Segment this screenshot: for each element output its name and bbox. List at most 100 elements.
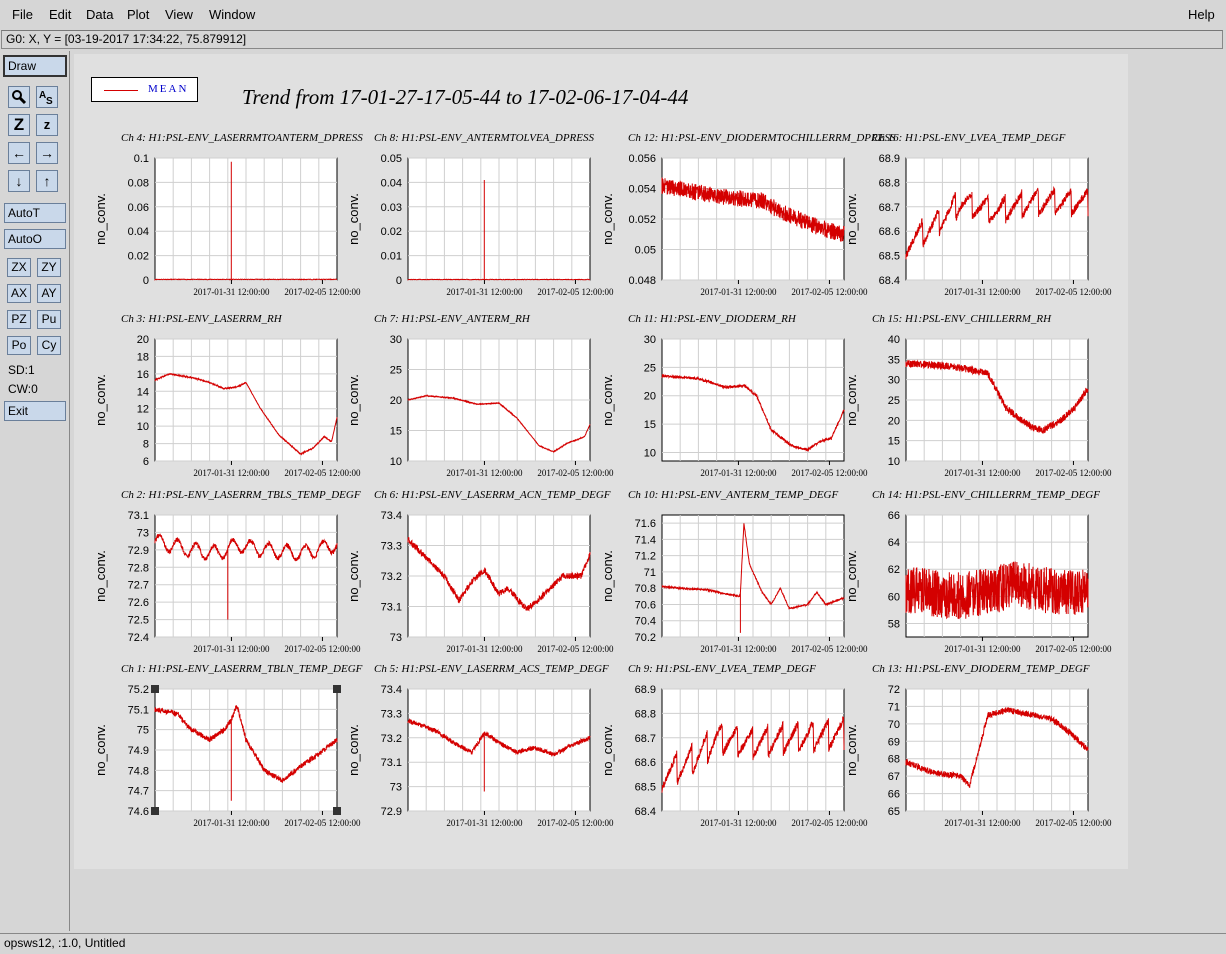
y-tick-label: 0.08 xyxy=(128,177,149,189)
menu-edit[interactable]: Edit xyxy=(49,7,72,22)
y-tick-label: 30 xyxy=(888,375,900,387)
x-tick-label: 2017-02-05 12:00:00 xyxy=(1035,468,1112,478)
y-tick-label: 71 xyxy=(888,701,900,713)
series-line xyxy=(905,359,1089,434)
y-tick-label: 0.01 xyxy=(381,251,402,263)
po-button[interactable]: Po xyxy=(7,336,31,355)
autot-button[interactable]: AutoT xyxy=(4,203,66,223)
chart-plot: 0 0.02 0.04 0.06 0.08 0.1 no_conv. 2017-01-31 1… xyxy=(93,153,361,297)
menu-window[interactable]: Window xyxy=(209,7,256,22)
zoom-z-small-icon: z xyxy=(43,117,51,132)
chart-plot: 0.048 0.05 0.052 0.054 0.056 no_conv. 2017-01-… xyxy=(600,153,868,297)
menu-data[interactable]: Data xyxy=(86,7,114,22)
legend: MEAN xyxy=(91,77,198,102)
x-tick-label: 2017-01-31 12:00:00 xyxy=(944,287,1021,297)
y-tick-label: 68.7 xyxy=(879,202,900,214)
y-tick-label: 68.6 xyxy=(635,757,656,769)
magnifier-icon xyxy=(12,90,27,105)
pan-up-button[interactable]: ↑ xyxy=(36,170,58,192)
chart-title: Ch 12: H1:PSL-ENV_DIODERMTOCHILLERRM_DPR… xyxy=(628,132,896,144)
y-tick-label: 71 xyxy=(644,567,656,579)
y-tick-label: 74.7 xyxy=(128,786,149,798)
y-tick-label: 15 xyxy=(888,436,900,448)
exit-button[interactable]: Exit xyxy=(4,401,66,421)
chart-plot: 58 60 62 64 66 no_conv. 2017-01-31 12:00:00 201… xyxy=(844,510,1112,654)
y-tick-label: 70.4 xyxy=(635,616,656,628)
x-tick-label: 2017-01-31 12:00:00 xyxy=(700,287,777,297)
x-tick-label: 2017-02-05 12:00:00 xyxy=(791,818,868,828)
autoo-button[interactable]: AutoO xyxy=(4,229,66,249)
chart-plot: 72.9 73 73.1 73.2 73.3 73.4 no_conv. 2017-01-31… xyxy=(346,684,614,828)
x-tick-label: 2017-02-05 12:00:00 xyxy=(284,287,361,297)
y-tick-label: 10 xyxy=(644,447,656,459)
series-line xyxy=(154,705,338,801)
selection-handle xyxy=(151,807,159,815)
cy-button[interactable]: Cy xyxy=(37,336,61,355)
y-tick-label: 14 xyxy=(137,386,149,398)
y-tick-label: 10 xyxy=(137,421,149,433)
chart-plot: 74.6 74.7 74.8 74.9 75 75.1 75.2 no_conv. 2017-0… xyxy=(93,684,361,828)
zoom-out-small-button[interactable]: z xyxy=(36,114,58,136)
chart-title: Ch 6: H1:PSL-ENV_LASERRM_ACN_TEMP_DEGF xyxy=(374,489,611,501)
x-tick-label: 2017-01-31 12:00:00 xyxy=(446,468,523,478)
zoom-tool-button[interactable] xyxy=(8,86,30,108)
y-tick-label: 0.054 xyxy=(628,184,656,196)
draw-button[interactable]: Draw xyxy=(3,55,67,77)
arrow-left-icon: ← xyxy=(12,145,26,161)
y-tick-label: 0.056 xyxy=(628,153,656,165)
selection-handle xyxy=(333,807,341,815)
pan-down-button[interactable]: ↓ xyxy=(8,170,30,192)
chart-title: Ch 5: H1:PSL-ENV_LASERRM_ACS_TEMP_DEGF xyxy=(374,663,609,675)
ax-button[interactable]: AX xyxy=(7,284,31,303)
y-tick-label: 30 xyxy=(644,334,656,346)
y-tick-label: 72.5 xyxy=(128,615,149,627)
menu-view[interactable]: View xyxy=(165,7,193,22)
chart-plot: 10 15 20 25 30 no_conv. 2017-01-31 12:00:00 201… xyxy=(600,334,868,478)
chart-title: Ch 11: H1:PSL-ENV_DIODERM_RH xyxy=(628,313,796,325)
y-tick-label: 73 xyxy=(390,782,402,794)
x-tick-label: 2017-01-31 12:00:00 xyxy=(944,818,1021,828)
y-tick-label: 18 xyxy=(137,351,149,363)
y-tick-label: 73 xyxy=(137,527,149,539)
menu-file[interactable]: File xyxy=(12,7,33,22)
x-tick-label: 2017-02-05 12:00:00 xyxy=(537,818,614,828)
y-tick-label: 73.4 xyxy=(381,510,402,522)
x-tick-label: 2017-01-31 12:00:00 xyxy=(700,468,777,478)
y-tick-label: 20 xyxy=(137,334,149,346)
ay-button[interactable]: AY xyxy=(37,284,61,303)
y-tick-label: 68.4 xyxy=(635,806,656,818)
y-tick-label: 10 xyxy=(390,456,402,468)
y-tick-label: 70.8 xyxy=(635,583,656,595)
y-tick-label: 20 xyxy=(390,395,402,407)
zy-button[interactable]: ZY xyxy=(37,258,61,277)
y-axis-label: no_conv. xyxy=(600,193,615,245)
cursor-readout: G0: X, Y = [03-19-2017 17:34:22, 75.8799… xyxy=(1,30,1223,49)
series-line xyxy=(905,185,1089,260)
pz-button[interactable]: PZ xyxy=(7,310,31,329)
pan-left-button[interactable]: ← xyxy=(8,142,30,164)
y-tick-label: 67 xyxy=(888,771,900,783)
pan-right-button[interactable]: → xyxy=(36,142,58,164)
window-footer: opsws12, :1.0, Untitled xyxy=(0,933,1226,954)
menu-plot[interactable]: Plot xyxy=(127,7,150,22)
chart-plot: 73 73.1 73.2 73.3 73.4 no_conv. 2017-01-31 12:… xyxy=(346,510,614,654)
y-tick-label: 68.8 xyxy=(635,708,656,720)
y-axis-label: no_conv. xyxy=(93,724,108,776)
y-axis-label: no_conv. xyxy=(346,374,361,426)
x-tick-label: 2017-01-31 12:00:00 xyxy=(944,644,1021,654)
x-tick-label: 2017-02-05 12:00:00 xyxy=(1035,287,1112,297)
y-tick-label: 71.4 xyxy=(635,534,656,546)
y-tick-label: 0.02 xyxy=(381,226,402,238)
menu-help[interactable]: Help xyxy=(1188,7,1215,22)
x-tick-label: 2017-01-31 12:00:00 xyxy=(700,818,777,828)
y-tick-label: 6 xyxy=(143,456,149,468)
y-tick-label: 0.06 xyxy=(128,202,149,214)
chart-title: Ch 10: H1:PSL-ENV_ANTERM_TEMP_DEGF xyxy=(628,489,839,501)
zx-button[interactable]: ZX xyxy=(7,258,31,277)
x-tick-label: 2017-01-31 12:00:00 xyxy=(446,644,523,654)
pu-button[interactable]: Pu xyxy=(37,310,61,329)
y-axis-label: no_conv. xyxy=(346,193,361,245)
y-tick-label: 72.9 xyxy=(381,806,402,818)
zoom-in-big-button[interactable]: Z xyxy=(8,114,30,136)
